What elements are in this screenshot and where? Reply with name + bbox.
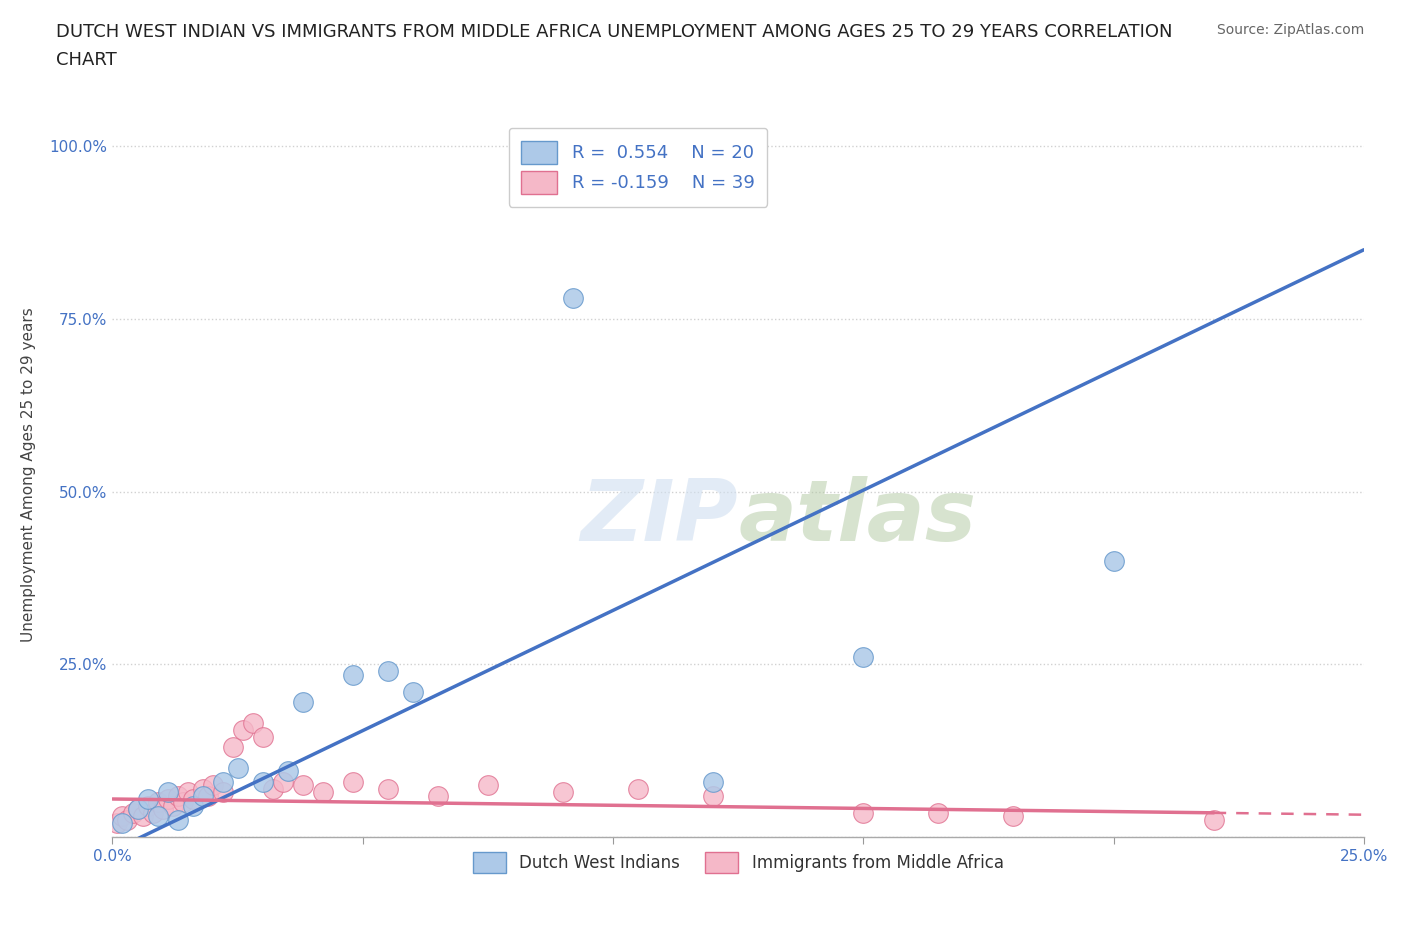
Point xyxy=(852,650,875,665)
Point xyxy=(181,791,204,806)
Text: ZIP: ZIP xyxy=(581,476,738,559)
Point xyxy=(166,812,188,827)
Point xyxy=(377,664,399,679)
Point xyxy=(111,816,134,830)
Point xyxy=(426,788,449,803)
Point xyxy=(477,777,499,792)
Point xyxy=(131,809,153,824)
Point xyxy=(1102,553,1125,568)
Point xyxy=(191,788,214,803)
Point xyxy=(156,791,179,806)
Point xyxy=(211,775,233,790)
Point xyxy=(252,729,274,744)
Point xyxy=(312,785,335,800)
Point xyxy=(201,777,224,792)
Point xyxy=(221,739,243,754)
Point xyxy=(176,785,198,800)
Point xyxy=(117,812,139,827)
Point xyxy=(702,788,724,803)
Text: DUTCH WEST INDIAN VS IMMIGRANTS FROM MIDDLE AFRICA UNEMPLOYMENT AMONG AGES 25 TO: DUTCH WEST INDIAN VS IMMIGRANTS FROM MID… xyxy=(56,23,1173,41)
Point xyxy=(127,802,149,817)
Point xyxy=(342,667,364,682)
Point xyxy=(191,781,214,796)
Point xyxy=(852,805,875,820)
Point xyxy=(127,802,149,817)
Point xyxy=(107,816,129,830)
Point xyxy=(627,781,650,796)
Point xyxy=(211,785,233,800)
Point xyxy=(146,795,169,810)
Legend: Dutch West Indians, Immigrants from Middle Africa: Dutch West Indians, Immigrants from Midd… xyxy=(465,845,1011,880)
Point xyxy=(291,777,314,792)
Point xyxy=(291,695,314,710)
Point xyxy=(562,291,585,306)
Point xyxy=(226,761,249,776)
Point xyxy=(141,805,163,820)
Point xyxy=(1002,809,1025,824)
Point xyxy=(1202,812,1225,827)
Point xyxy=(136,799,159,814)
Point xyxy=(551,785,574,800)
Point xyxy=(181,799,204,814)
Point xyxy=(121,805,143,820)
Point xyxy=(162,799,184,814)
Point xyxy=(377,781,399,796)
Point xyxy=(262,781,284,796)
Text: CHART: CHART xyxy=(56,51,117,69)
Y-axis label: Unemployment Among Ages 25 to 29 years: Unemployment Among Ages 25 to 29 years xyxy=(21,307,35,642)
Point xyxy=(136,791,159,806)
Text: Source: ZipAtlas.com: Source: ZipAtlas.com xyxy=(1216,23,1364,37)
Point xyxy=(277,764,299,778)
Point xyxy=(271,775,294,790)
Point xyxy=(156,785,179,800)
Point xyxy=(242,715,264,730)
Point xyxy=(342,775,364,790)
Point xyxy=(152,802,174,817)
Point xyxy=(146,809,169,824)
Point xyxy=(111,809,134,824)
Point xyxy=(702,775,724,790)
Point xyxy=(252,775,274,790)
Point xyxy=(927,805,949,820)
Point xyxy=(172,795,194,810)
Point xyxy=(402,684,425,699)
Point xyxy=(232,723,254,737)
Text: atlas: atlas xyxy=(738,476,976,559)
Point xyxy=(197,788,219,803)
Point xyxy=(166,788,188,803)
